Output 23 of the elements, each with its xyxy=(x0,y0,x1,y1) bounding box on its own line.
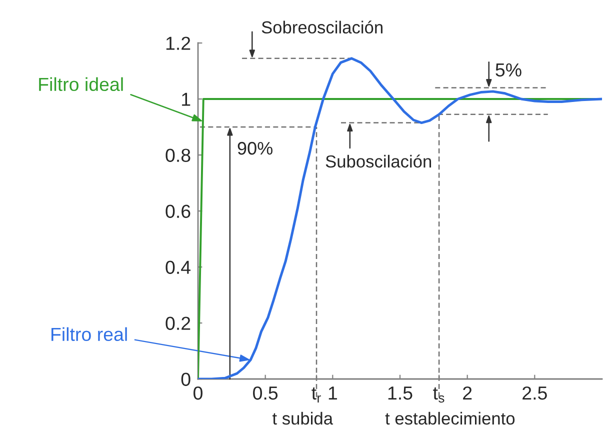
x-tick-label: t$_{s}$ xyxy=(433,387,444,403)
ref-line-label: t establecimiento xyxy=(385,412,515,425)
y-tick-label: 0.6 xyxy=(166,204,190,218)
y-tick-label: 0.8 xyxy=(166,148,190,162)
ref-line-label: t subida xyxy=(272,412,334,425)
text: Filtro ideal xyxy=(39,77,123,92)
y-tick-label: 1.2 xyxy=(166,36,190,50)
y-tick-label: 0.2 xyxy=(166,316,190,330)
x-tick-label: 0.5 xyxy=(253,386,278,400)
x-tick-label: 0 xyxy=(194,386,202,400)
annotation: 5% xyxy=(496,63,522,77)
ref-line-label: Sobreoscilación xyxy=(262,20,382,34)
x-tick-label: 2.5 xyxy=(522,386,547,400)
y-tick-label: 0.4 xyxy=(166,260,191,274)
x-tick-label: 1.5 xyxy=(388,386,412,400)
x-tick-label: 1 xyxy=(328,386,337,400)
ref-line-label: Suboscilación xyxy=(326,154,432,168)
y-tick-label: 1 xyxy=(182,92,190,106)
x-tick-label: 2 xyxy=(463,386,472,400)
text: Filtro real xyxy=(52,327,127,342)
y-tick-label: 0 xyxy=(181,372,190,386)
ref-line-label: 90% xyxy=(238,142,272,155)
x-tick-label: t$_{r}$ xyxy=(312,387,321,402)
